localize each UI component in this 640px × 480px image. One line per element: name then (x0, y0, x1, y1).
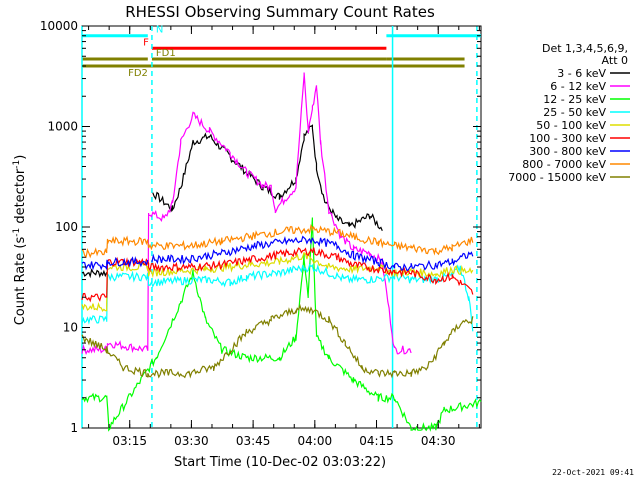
y-tick-label: 1000 (47, 120, 78, 134)
y-axis-label-sup2: -1 (12, 160, 22, 169)
series-lines (81, 72, 482, 432)
series-line-300-800-kev (81, 235, 474, 272)
y-axis-label-sup1: -1 (12, 228, 22, 237)
legend-label-25-50-kev: 25 - 50 keV (543, 106, 606, 119)
x-axis-label: Start Time (10-Dec-02 03:03:22) (174, 455, 386, 470)
flag-label-f: F (143, 37, 149, 48)
legend-label-300-800-kev: 300 - 800 keV (529, 145, 606, 158)
legend-label-100-300-kev: 100 - 300 keV (529, 132, 606, 145)
legend-label-3-6-kev: 3 - 6 keV (557, 67, 606, 80)
timestamp: 22-Oct-2021 09:41 (552, 468, 634, 477)
y-tick-label: 100 (55, 220, 78, 234)
series-line-6-12-kev (81, 72, 412, 356)
x-tick-label: 04:15 (359, 434, 394, 448)
y-tick-label: 1 (70, 421, 78, 435)
series-line-7000-15000-kev (81, 303, 474, 379)
legend-header-line2: Att 0 (602, 54, 628, 67)
flag-label-fd1: FD1 (156, 48, 176, 59)
chart-title: RHESSI Observing Summary Count Rates (125, 3, 435, 21)
flag-label-n: N (156, 25, 163, 36)
legend-label-12-25-kev: 12 - 25 keV (543, 93, 606, 106)
legend-label-50-100-kev: 50 - 100 keV (536, 119, 606, 132)
x-tick-label: 03:45 (236, 434, 271, 448)
y-tick-label: 10000 (40, 19, 78, 33)
series-line-800-7000-kev (81, 223, 474, 259)
flag-bars: NF FD1 FD2 (82, 25, 481, 79)
axes: 1 10 100 1000 10000 03:15 03:30 03:45 04:00 04:15… (40, 19, 481, 448)
x-tick-label: 03:15 (112, 434, 147, 448)
series-line-12-25-kev (81, 217, 482, 432)
x-tick-label: 04:00 (298, 434, 333, 448)
series-line-50-100-kev (81, 251, 474, 312)
series-line-25-50-kev (81, 263, 474, 332)
series-line-3-6-kev (81, 124, 383, 279)
y-axis-label-mid: detector (13, 168, 28, 228)
legend-label-6-12-kev: 6 - 12 keV (550, 80, 606, 93)
y-axis-label: Count Rate (s-1 detector-1) (12, 155, 28, 326)
flag-label-fd2: FD2 (128, 68, 148, 79)
legend-label-800-7000-kev: 800 - 7000 keV (522, 158, 606, 171)
y-axis-label-end: ) (13, 155, 28, 160)
legend-label-7000-15000-kev: 7000 - 15000 keV (508, 171, 606, 184)
vertical-markers (81, 26, 478, 428)
legend-header-line1: Det 1,3,4,5,6,9, (542, 42, 628, 55)
y-axis-label-main: Count Rate (s (13, 237, 28, 326)
x-tick-label: 04:30 (421, 434, 456, 448)
y-tick-label: 10 (63, 321, 78, 335)
x-tick-label: 03:30 (174, 434, 209, 448)
